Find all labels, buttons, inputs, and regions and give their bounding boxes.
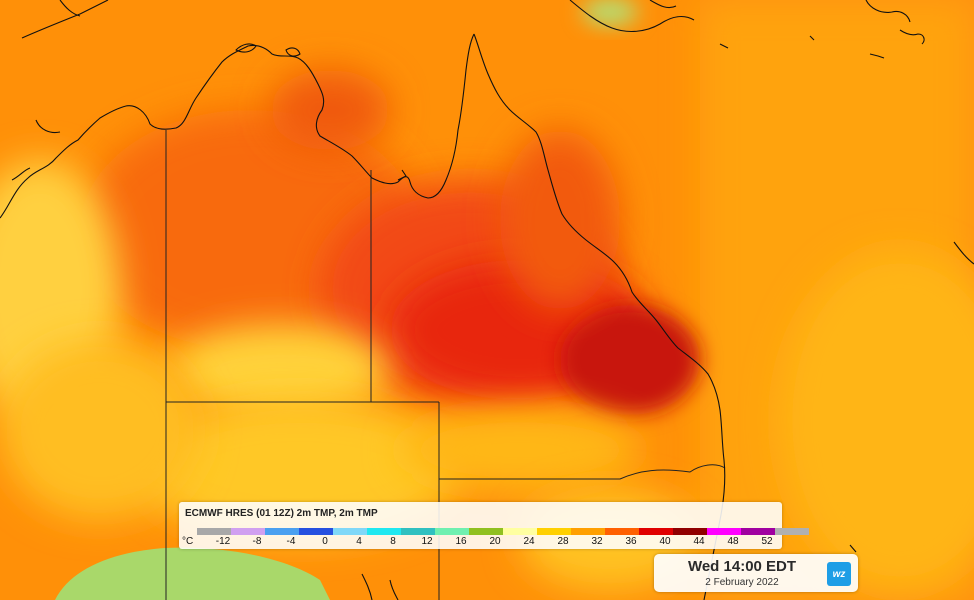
legend-swatch bbox=[673, 528, 707, 535]
coastline-south bbox=[361, 544, 857, 600]
legend-swatch bbox=[605, 528, 639, 535]
legend-tick-label: 52 bbox=[761, 536, 773, 547]
valid-time: Wed 14:00 EDT bbox=[687, 558, 797, 575]
legend-tick-label: -4 bbox=[286, 536, 296, 547]
legend-tick-label: 0 bbox=[322, 536, 328, 547]
state-borders bbox=[165, 130, 726, 600]
legend-swatch bbox=[741, 528, 775, 535]
legend-swatch bbox=[367, 528, 401, 535]
legend-swatch bbox=[775, 528, 809, 535]
legend-tick-label: 4 bbox=[356, 536, 362, 547]
legend-swatch bbox=[333, 528, 367, 535]
temperature-legend: ECMWF HRES (01 12Z) 2m TMP, 2m TMP °C -1… bbox=[179, 502, 809, 549]
legend-swatch bbox=[197, 528, 231, 535]
legend-unit: °C bbox=[182, 536, 194, 547]
legend-tick-label: 44 bbox=[693, 536, 705, 547]
legend-tick-label: 36 bbox=[625, 536, 637, 547]
cool-land-patch bbox=[55, 547, 330, 600]
legend-tick-label: 48 bbox=[727, 536, 739, 547]
legend-tick-label: -12 bbox=[215, 536, 231, 547]
legend-swatch bbox=[707, 528, 741, 535]
legend-swatch bbox=[469, 528, 503, 535]
ocean-amber-patch bbox=[780, 250, 974, 590]
legend-swatch bbox=[571, 528, 605, 535]
legend-tick-label: 28 bbox=[557, 536, 569, 547]
legend-tick-label: 24 bbox=[523, 536, 535, 547]
weatherzone-logo-icon[interactable]: wz bbox=[827, 562, 851, 586]
legend-tick-label: 40 bbox=[659, 536, 671, 547]
legend-tick-label: 20 bbox=[489, 536, 501, 547]
legend-color-bar bbox=[197, 528, 809, 535]
legend-swatch bbox=[503, 528, 537, 535]
legend-tick-label: 12 bbox=[421, 536, 433, 547]
legend-title: ECMWF HRES (01 12Z) 2m TMP, 2m TMP bbox=[185, 508, 378, 519]
legend-swatch bbox=[231, 528, 265, 535]
legend-swatch bbox=[299, 528, 333, 535]
legend-swatch bbox=[265, 528, 299, 535]
legend-tick-label: 8 bbox=[390, 536, 396, 547]
legend-tick-label: 16 bbox=[455, 536, 467, 547]
legend-swatch bbox=[435, 528, 469, 535]
legend-tick-label: -8 bbox=[252, 536, 262, 547]
valid-date: 2 February 2022 bbox=[705, 577, 779, 588]
legend-swatch bbox=[639, 528, 673, 535]
legend-swatch bbox=[537, 528, 571, 535]
valid-time-box: Wed 14:00 EDT 2 February 2022 wz bbox=[654, 554, 858, 592]
legend-tick-label: 32 bbox=[591, 536, 603, 547]
legend-swatch bbox=[401, 528, 435, 535]
